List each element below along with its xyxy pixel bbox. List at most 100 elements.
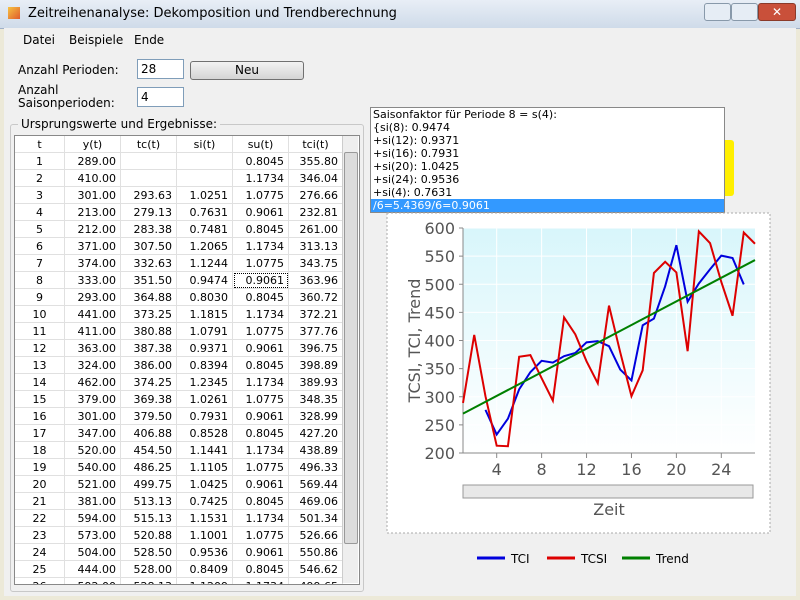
window-title: Zeitreihenanalyse: Dekomposition und Tre… (28, 6, 397, 21)
column-header: tc(t) (121, 136, 177, 153)
list-box[interactable]: Saisonfaktor für Periode 8 = s(4): {si(8)… (370, 107, 725, 213)
table-cell: 1.1441 (177, 442, 233, 459)
table-cell: 379.00 (65, 391, 121, 408)
table-cell: 1.1209 (177, 578, 233, 584)
table-cell: 8 (15, 272, 65, 289)
table-cell: 26 (15, 578, 65, 584)
table-cell: 520.88 (121, 527, 177, 544)
button[interactable]: Neu (190, 61, 304, 80)
menu-item[interactable]: Beispiele (69, 33, 124, 47)
list-item: +si(24): 0.9536 (373, 173, 460, 186)
x-tick-label: 4 (492, 460, 502, 479)
group-label: Ursprungswerte und Ergebnisse: (18, 117, 221, 131)
table-cell: 380.88 (121, 323, 177, 340)
legend-label: TCSI (580, 552, 607, 566)
y-tick-label: 250 (424, 416, 455, 435)
menu-item[interactable]: Datei (23, 33, 56, 47)
y-tick-label: 350 (424, 360, 455, 379)
column-header: y(t) (65, 136, 121, 153)
label: Anzahl Perioden: (18, 63, 119, 77)
table-cell: 369.38 (121, 391, 177, 408)
table-cell: 11 (15, 323, 65, 340)
table-cell: 386.00 (121, 357, 177, 374)
table-cell: 0.8045 (233, 425, 289, 442)
table-cell: 16 (15, 408, 65, 425)
table-cell: 410.00 (65, 170, 121, 187)
y-tick-label: 300 (424, 388, 455, 407)
table-cell: 324.00 (65, 357, 121, 374)
table-cell: 0.8045 (233, 153, 289, 170)
table-cell: 1.1734 (233, 442, 289, 459)
list-item: Saisonfaktor für Periode 8 = s(4): (373, 108, 557, 121)
table-cell: 528.00 (121, 561, 177, 578)
y-tick-label: 450 (424, 303, 455, 322)
table-cell: 18 (15, 442, 65, 459)
table-cell: 3 (15, 187, 65, 204)
close-button[interactable]: ✕ (758, 3, 796, 21)
list-item: {si(8): 0.9474 (373, 121, 451, 134)
table-cell: 0.9061 (233, 340, 289, 357)
table-cell: 0.8045 (233, 289, 289, 306)
table-cell: 374.00 (65, 255, 121, 272)
table-cell: 24 (15, 544, 65, 561)
table-cell: 1.1815 (177, 306, 233, 323)
table-cell: 351.50 (121, 272, 177, 289)
menu-item[interactable]: Ende (134, 33, 165, 47)
table-cell (121, 153, 177, 170)
table-cell: 364.88 (121, 289, 177, 306)
scrollbar[interactable] (342, 136, 358, 583)
table-cell: 1.1244 (177, 255, 233, 272)
table-cell: 12 (15, 340, 65, 357)
table-cell: 0.8409 (177, 561, 233, 578)
x-tick-label: 20 (666, 460, 686, 479)
list-item: +si(4): 0.7631 (373, 186, 453, 199)
x-tick-label: 16 (621, 460, 641, 479)
table-cell: 307.50 (121, 238, 177, 255)
text-input[interactable]: 4 (137, 87, 184, 107)
table-cell: 23 (15, 527, 65, 544)
data-grid[interactable]: t y(t) tc(t) si(t) su(t) tci(t) 1 289.00 0.8045 3… (14, 135, 360, 585)
column-header: tci(t) (289, 136, 343, 153)
table-cell: 594.00 (65, 510, 121, 527)
table-cell: 0.8030 (177, 289, 233, 306)
table-cell: 1.0425 (177, 476, 233, 493)
list-item: /6=5.4369/6=0.9061 (371, 199, 724, 212)
table-cell: 1.1531 (177, 510, 233, 527)
table-cell: 0.7631 (177, 204, 233, 221)
table-cell: 333.00 (65, 272, 121, 289)
text-input[interactable]: 28 (137, 59, 184, 79)
table-cell: 1.0775 (233, 255, 289, 272)
table-cell: 528.13 (121, 578, 177, 584)
table-cell: 5 (15, 221, 65, 238)
table-cell: 1.1734 (233, 238, 289, 255)
table-cell: 0.9371 (177, 340, 233, 357)
minimize-button[interactable] (704, 3, 731, 21)
y-tick-label: 400 (424, 332, 455, 351)
chart-scrollbar[interactable] (462, 484, 754, 499)
table-cell: 521.00 (65, 476, 121, 493)
table-cell: 4 (15, 204, 65, 221)
list-item: +si(20): 1.0425 (373, 160, 460, 173)
table-cell: 528.50 (121, 544, 177, 561)
table-cell: 1.0251 (177, 187, 233, 204)
table-cell: 0.8045 (233, 221, 289, 238)
table-cell: 213.00 (65, 204, 121, 221)
y-tick-label: 200 (424, 444, 455, 463)
scroll-thumb[interactable] (344, 152, 358, 544)
table-cell: 20 (15, 476, 65, 493)
table-cell: 363.00 (65, 340, 121, 357)
table-cell: 0.9536 (177, 544, 233, 561)
y-tick-label: 550 (424, 247, 455, 266)
table-cell: 1.0775 (233, 187, 289, 204)
table-cell: 212.00 (65, 221, 121, 238)
maximize-button[interactable] (731, 3, 758, 21)
table-cell: 1.1734 (233, 510, 289, 527)
table-cell: 462.00 (65, 374, 121, 391)
table-cell: 1.0261 (177, 391, 233, 408)
x-tick-label: 8 (537, 460, 547, 479)
series-line (462, 229, 756, 448)
table-cell: 10 (15, 306, 65, 323)
table-cell: 6 (15, 238, 65, 255)
series-line (484, 244, 745, 437)
